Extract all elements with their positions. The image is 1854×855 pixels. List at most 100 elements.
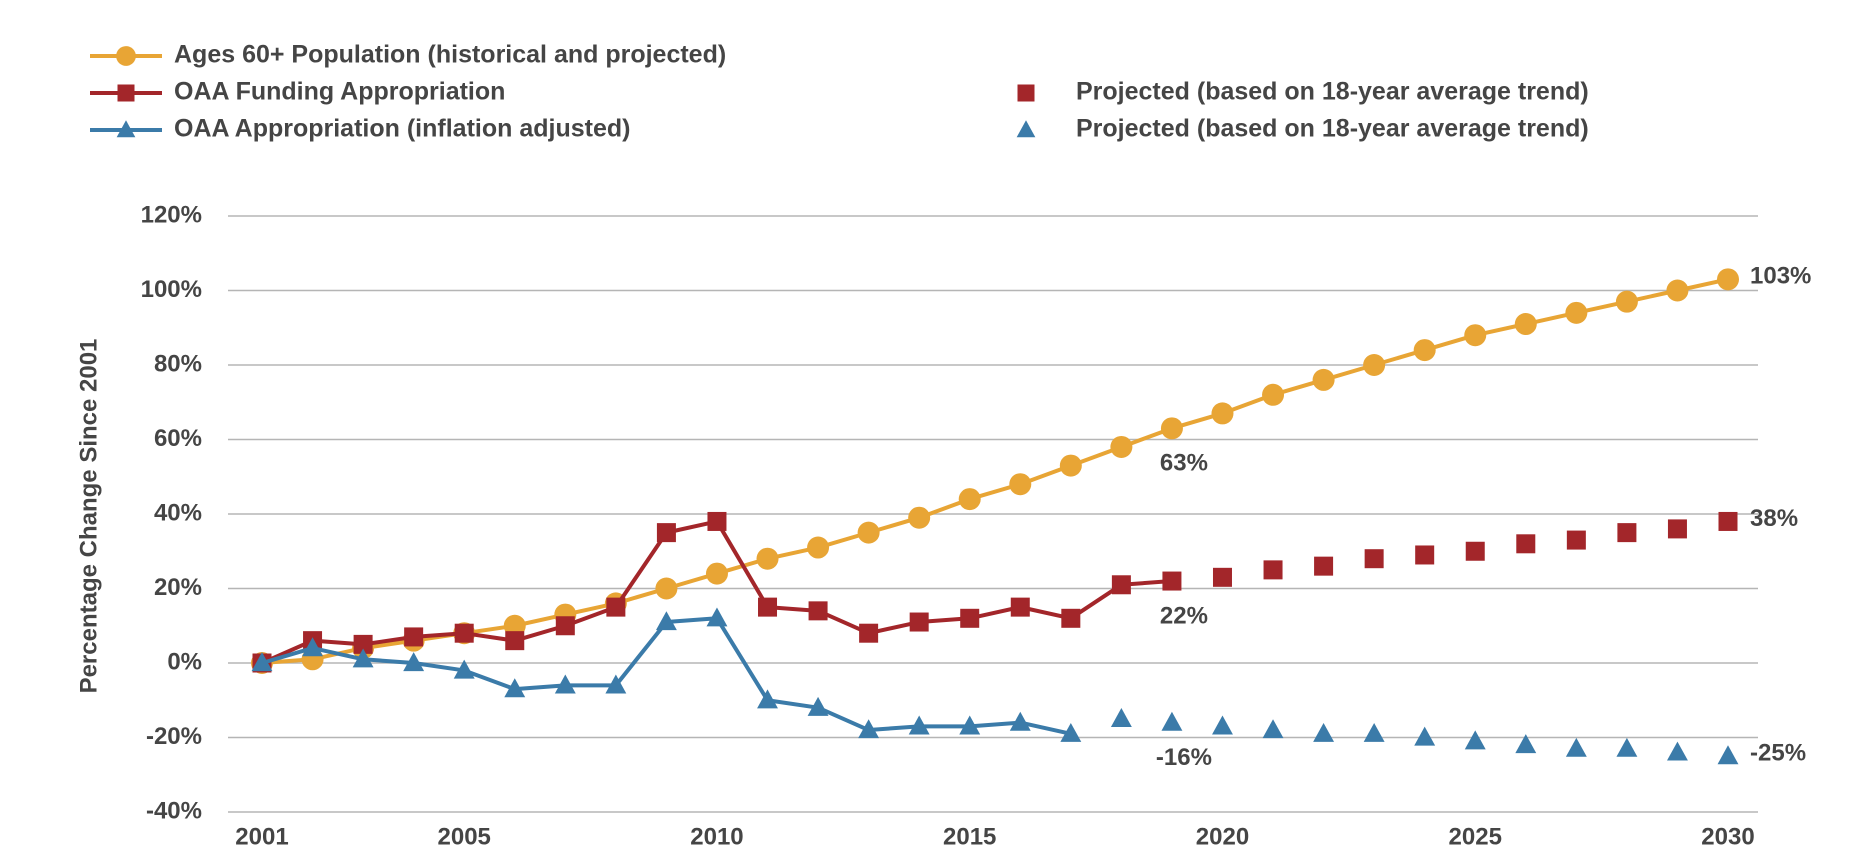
marker	[1667, 519, 1687, 539]
marker	[959, 715, 981, 735]
marker	[1212, 715, 1233, 735]
annotation: 103%	[1750, 263, 1811, 290]
marker	[908, 506, 931, 529]
marker	[1717, 745, 1739, 765]
marker	[1162, 571, 1182, 591]
marker	[1211, 402, 1234, 425]
x-tick-label: 2030	[1701, 823, 1754, 850]
y-tick-label: 20%	[154, 574, 202, 601]
marker	[958, 488, 981, 511]
annotation: 38%	[1750, 505, 1798, 532]
marker	[757, 689, 778, 709]
marker	[454, 623, 474, 643]
legend-label: Ages 60+ Population (historical and proj…	[174, 41, 726, 69]
marker	[1262, 383, 1285, 406]
marker	[605, 674, 627, 694]
marker	[807, 696, 829, 716]
marker	[1212, 567, 1232, 587]
marker	[1465, 541, 1485, 561]
x-tick-label: 2025	[1449, 823, 1502, 850]
marker	[1061, 608, 1081, 628]
marker	[808, 601, 828, 621]
annotation: -16%	[1156, 744, 1212, 771]
marker	[1010, 597, 1030, 617]
y-tick-label: 60%	[154, 425, 202, 452]
marker	[908, 715, 930, 735]
marker	[302, 637, 324, 657]
marker	[504, 678, 526, 698]
marker	[1161, 711, 1183, 731]
y-tick-label: 100%	[141, 276, 202, 303]
y-tick-label: -40%	[146, 797, 202, 824]
marker	[1009, 473, 1032, 496]
marker	[1160, 417, 1183, 440]
marker	[1415, 545, 1435, 565]
marker	[656, 523, 676, 543]
legend-label: OAA Appropriation (inflation adjusted)	[174, 115, 630, 143]
marker	[117, 84, 135, 102]
marker	[857, 521, 880, 544]
marker	[1616, 737, 1638, 757]
marker	[1515, 734, 1537, 754]
marker	[353, 634, 373, 654]
y-tick-label: 40%	[154, 499, 202, 526]
marker	[1017, 84, 1035, 102]
legend-label: Projected (based on 18-year average tren…	[1076, 78, 1589, 106]
marker	[756, 547, 779, 570]
marker	[960, 608, 980, 628]
marker	[1111, 575, 1131, 595]
marker	[807, 536, 830, 559]
marker	[707, 511, 727, 531]
marker	[706, 607, 728, 627]
marker	[1464, 730, 1486, 750]
marker	[404, 627, 424, 647]
y-tick-label: 120%	[141, 201, 202, 228]
legend-label: Projected (based on 18-year average tren…	[1076, 115, 1589, 143]
marker	[1262, 719, 1284, 739]
marker	[116, 46, 136, 66]
marker	[859, 623, 879, 643]
x-tick-label: 2005	[438, 823, 491, 850]
marker	[1363, 722, 1385, 742]
marker	[1009, 711, 1031, 731]
annotation: -25%	[1750, 739, 1806, 766]
marker	[1364, 549, 1384, 569]
marker	[116, 120, 136, 138]
marker	[1566, 530, 1586, 550]
y-tick-label: 0%	[167, 648, 202, 675]
marker	[1314, 556, 1334, 576]
marker	[655, 611, 677, 631]
marker	[1718, 511, 1738, 531]
marker	[1514, 313, 1537, 336]
marker	[453, 659, 475, 679]
marker	[403, 652, 425, 672]
marker	[1312, 368, 1335, 391]
marker	[858, 719, 880, 739]
marker	[505, 631, 525, 651]
marker	[1617, 523, 1637, 543]
marker	[1110, 435, 1133, 458]
marker	[1016, 120, 1036, 138]
marker	[1413, 339, 1436, 362]
marker	[606, 597, 626, 617]
marker	[1717, 268, 1739, 291]
x-tick-label: 2015	[943, 823, 996, 850]
marker	[1313, 722, 1335, 742]
marker	[705, 562, 728, 585]
x-tick-label: 2020	[1196, 823, 1249, 850]
marker	[1516, 534, 1536, 554]
legend-label: OAA Funding Appropriation	[174, 78, 505, 106]
marker	[1464, 324, 1487, 347]
marker	[352, 648, 374, 668]
marker	[1059, 454, 1082, 477]
marker	[655, 577, 678, 600]
marker	[554, 674, 576, 694]
marker	[758, 597, 778, 617]
marker	[1565, 737, 1587, 757]
marker	[1060, 722, 1082, 742]
y-tick-label: 80%	[154, 350, 202, 377]
annotation: 63%	[1160, 450, 1208, 477]
